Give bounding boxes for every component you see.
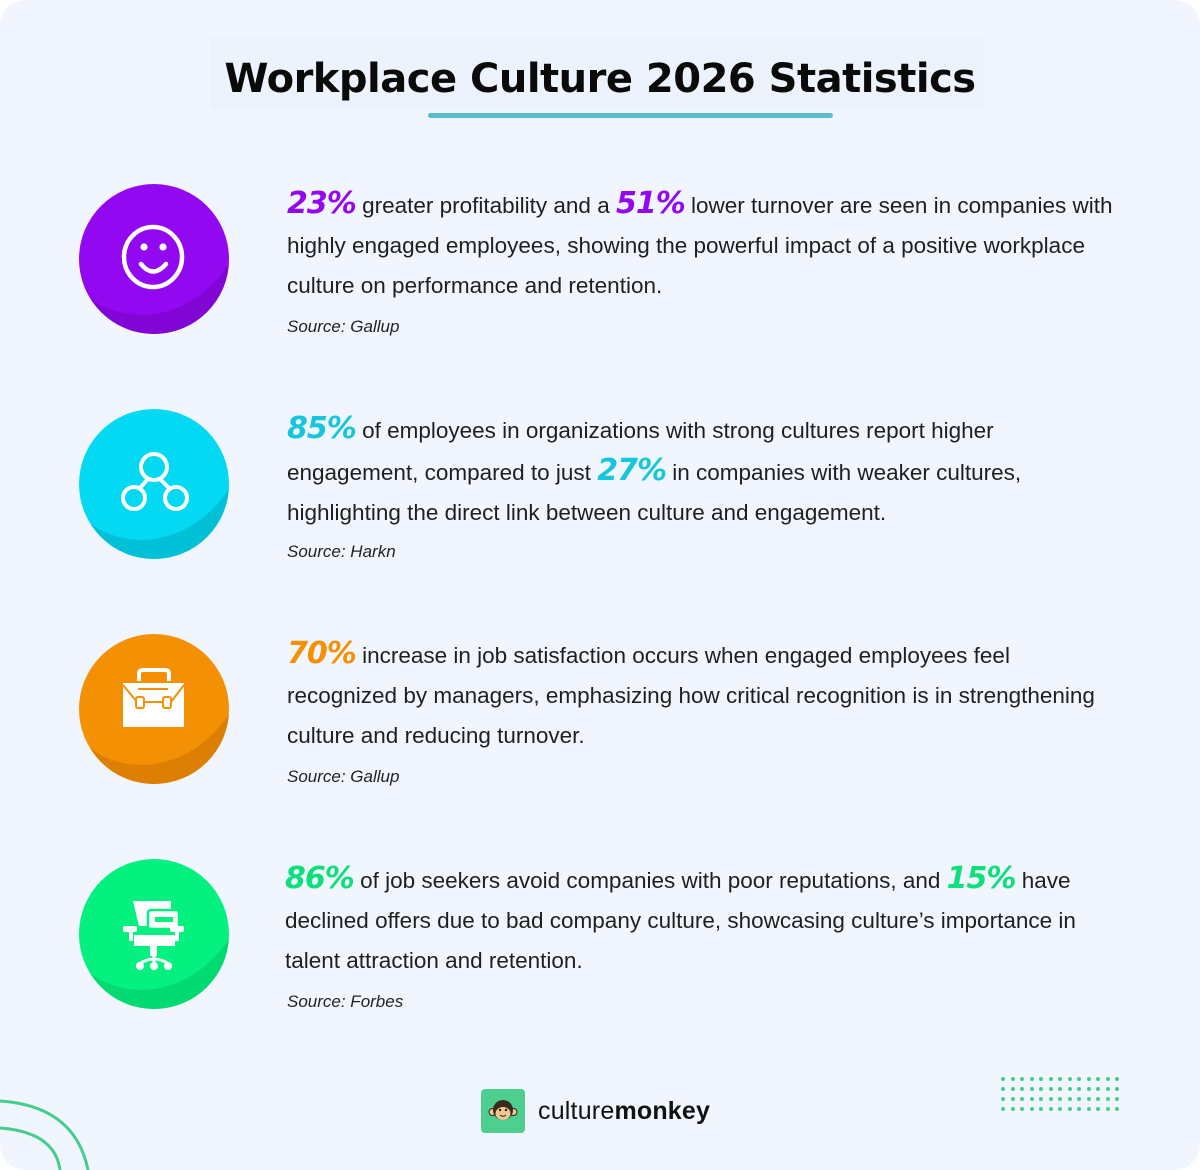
stat-item-profitability: 23% greater profitability and a 51% lowe…	[0, 184, 1200, 384]
stat-item-satisfaction: 70% increase in job satisfaction occurs …	[0, 634, 1200, 834]
stat-text: lower turnover are seen in companies wit…	[287, 193, 1113, 298]
decorative-arcs	[0, 1099, 90, 1170]
logo-badge	[481, 1089, 525, 1133]
monkey-face-icon	[488, 1100, 518, 1120]
page-title: Workplace Culture 2026 Statistics	[224, 56, 976, 102]
stat-number: 70%	[287, 636, 357, 671]
office-chair-icon	[123, 901, 184, 970]
stat-item-engagement: 85% of employees in organizations with s…	[0, 409, 1200, 609]
stat-number: 86%	[285, 861, 355, 896]
badge-shade	[79, 939, 229, 1009]
title-background	[210, 38, 985, 110]
stat-text: of employees in organizations with stron…	[287, 418, 994, 485]
stat-source: Source: Forbes	[287, 992, 404, 1011]
stat-source: Source: Gallup	[287, 317, 400, 336]
decorative-dot-grid	[1001, 1077, 1125, 1114]
stat-source: Source: Harkn	[287, 542, 396, 561]
stat-source: Source: Gallup	[287, 767, 400, 786]
stat-badge	[79, 859, 229, 1009]
stat-text: of job seekers avoid companies with poor…	[353, 868, 947, 893]
stat-badge	[79, 184, 229, 334]
stat-description: 86% of job seekers avoid companies with …	[285, 859, 1115, 981]
brand-name-light: culture	[538, 1096, 615, 1125]
stat-number: 23%	[287, 186, 357, 221]
stat-number: 51%	[615, 186, 686, 221]
stat-badge	[79, 634, 229, 784]
smiley-face-icon	[121, 224, 185, 290]
brand-name: culturemonkey	[538, 1097, 710, 1126]
stat-text: greater profitability and a	[355, 193, 616, 218]
stat-item-reputation: 86% of job seekers avoid companies with …	[0, 859, 1200, 1059]
briefcase-icon	[122, 668, 185, 727]
stat-number: 85%	[287, 411, 357, 446]
stat-number: 15%	[946, 861, 1017, 896]
badge-shade	[79, 489, 229, 559]
brand-name-bold: monkey	[614, 1096, 711, 1125]
stat-description: 70% increase in job satisfaction occurs …	[287, 634, 1117, 756]
network-nodes-icon	[121, 452, 189, 511]
stat-text: increase in job satisfaction occurs when…	[287, 643, 1095, 748]
badge-shade	[79, 264, 229, 334]
title-underline	[428, 113, 833, 118]
stat-description: 23% greater profitability and a 51% lowe…	[287, 184, 1117, 306]
stat-badge	[79, 409, 229, 559]
badge-shade	[79, 714, 229, 784]
stat-text: have declined offers due to bad company …	[285, 868, 1076, 973]
stat-number: 27%	[597, 453, 667, 488]
stat-description: 85% of employees in organizations with s…	[287, 409, 1117, 533]
stat-text: in companies with weaker cultures, highl…	[287, 460, 1022, 525]
brand-logo: culturemonkey	[481, 1089, 710, 1133]
